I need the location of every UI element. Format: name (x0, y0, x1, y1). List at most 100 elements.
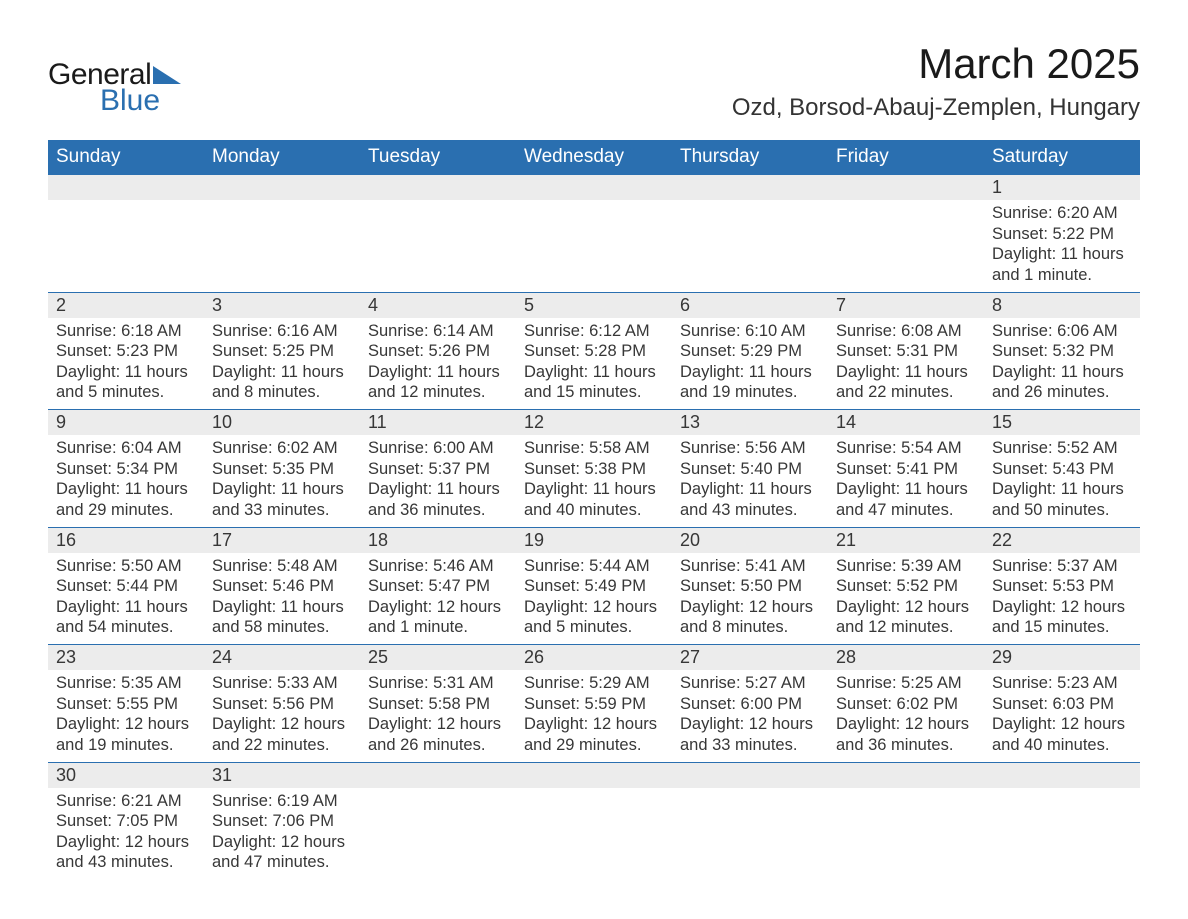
empty-daynum-cell (360, 175, 516, 201)
sunrise-text: Sunrise: 6:12 AM (524, 321, 664, 342)
day-number-cell: 24 (204, 645, 360, 671)
day-detail-cell: Sunrise: 6:14 AMSunset: 5:26 PMDaylight:… (360, 318, 516, 410)
empty-detail-cell (48, 200, 204, 292)
sunset-text: Sunset: 5:47 PM (368, 576, 508, 597)
sunrise-text: Sunrise: 6:14 AM (368, 321, 508, 342)
day-number-cell: 31 (204, 762, 360, 788)
day-detail-cell: Sunrise: 5:56 AMSunset: 5:40 PMDaylight:… (672, 435, 828, 527)
day-number-cell: 10 (204, 410, 360, 436)
sunset-text: Sunset: 5:28 PM (524, 341, 664, 362)
dl1-text: Daylight: 12 hours (368, 714, 508, 735)
dl2-text: and 5 minutes. (524, 617, 664, 638)
empty-detail-cell (828, 788, 984, 880)
sunset-text: Sunset: 5:31 PM (836, 341, 976, 362)
day-number-cell: 8 (984, 292, 1140, 318)
dl2-text: and 12 minutes. (368, 382, 508, 403)
dl1-text: Daylight: 12 hours (680, 714, 820, 735)
weekday-header: Wednesday (516, 140, 672, 175)
detail-row: Sunrise: 6:20 AMSunset: 5:22 PMDaylight:… (48, 200, 1140, 292)
dl1-text: Daylight: 11 hours (680, 362, 820, 383)
dl1-text: Daylight: 11 hours (680, 479, 820, 500)
day-number-cell: 19 (516, 527, 672, 553)
sunrise-text: Sunrise: 5:25 AM (836, 673, 976, 694)
dl2-text: and 47 minutes. (836, 500, 976, 521)
sunrise-text: Sunrise: 5:41 AM (680, 556, 820, 577)
sunrise-text: Sunrise: 5:54 AM (836, 438, 976, 459)
dl1-text: Daylight: 11 hours (992, 244, 1132, 265)
sunset-text: Sunset: 5:56 PM (212, 694, 352, 715)
header: General Blue March 2025 Ozd, Borsod-Abau… (48, 40, 1140, 122)
dl2-text: and 22 minutes. (212, 735, 352, 756)
day-number-cell: 9 (48, 410, 204, 436)
dl1-text: Daylight: 11 hours (212, 597, 352, 618)
dl2-text: and 19 minutes. (56, 735, 196, 756)
sunrise-text: Sunrise: 5:35 AM (56, 673, 196, 694)
day-number-cell: 15 (984, 410, 1140, 436)
sunrise-text: Sunrise: 5:56 AM (680, 438, 820, 459)
day-detail-cell: Sunrise: 6:02 AMSunset: 5:35 PMDaylight:… (204, 435, 360, 527)
day-number-cell: 5 (516, 292, 672, 318)
logo: General Blue (48, 60, 181, 116)
day-detail-cell: Sunrise: 5:52 AMSunset: 5:43 PMDaylight:… (984, 435, 1140, 527)
dl2-text: and 5 minutes. (56, 382, 196, 403)
sunrise-text: Sunrise: 6:02 AM (212, 438, 352, 459)
empty-detail-cell (360, 788, 516, 880)
day-number-cell: 30 (48, 762, 204, 788)
daynum-row: 3031 (48, 762, 1140, 788)
day-detail-cell: Sunrise: 5:31 AMSunset: 5:58 PMDaylight:… (360, 670, 516, 762)
sunset-text: Sunset: 5:35 PM (212, 459, 352, 480)
dl2-text: and 58 minutes. (212, 617, 352, 638)
empty-detail-cell (516, 788, 672, 880)
sunrise-text: Sunrise: 5:29 AM (524, 673, 664, 694)
day-detail-cell: Sunrise: 6:16 AMSunset: 5:25 PMDaylight:… (204, 318, 360, 410)
dl1-text: Daylight: 11 hours (836, 479, 976, 500)
dl1-text: Daylight: 11 hours (992, 362, 1132, 383)
daynum-row: 2345678 (48, 292, 1140, 318)
sunrise-text: Sunrise: 5:27 AM (680, 673, 820, 694)
dl2-text: and 26 minutes. (368, 735, 508, 756)
sunrise-text: Sunrise: 6:06 AM (992, 321, 1132, 342)
sunset-text: Sunset: 7:06 PM (212, 811, 352, 832)
empty-detail-cell (672, 200, 828, 292)
weekday-header-row: Sunday Monday Tuesday Wednesday Thursday… (48, 140, 1140, 175)
empty-daynum-cell (984, 762, 1140, 788)
day-number-cell: 17 (204, 527, 360, 553)
day-number-cell: 27 (672, 645, 828, 671)
dl1-text: Daylight: 12 hours (836, 597, 976, 618)
dl2-text: and 1 minute. (368, 617, 508, 638)
empty-daynum-cell (48, 175, 204, 201)
empty-daynum-cell (672, 175, 828, 201)
day-number-cell: 22 (984, 527, 1140, 553)
day-number-cell: 7 (828, 292, 984, 318)
sunrise-text: Sunrise: 6:16 AM (212, 321, 352, 342)
day-detail-cell: Sunrise: 5:23 AMSunset: 6:03 PMDaylight:… (984, 670, 1140, 762)
day-number-cell: 16 (48, 527, 204, 553)
empty-daynum-cell (360, 762, 516, 788)
sunset-text: Sunset: 5:53 PM (992, 576, 1132, 597)
weekday-header: Thursday (672, 140, 828, 175)
day-detail-cell: Sunrise: 5:41 AMSunset: 5:50 PMDaylight:… (672, 553, 828, 645)
dl2-text: and 43 minutes. (56, 852, 196, 873)
weekday-header: Saturday (984, 140, 1140, 175)
dl1-text: Daylight: 11 hours (524, 479, 664, 500)
empty-detail-cell (360, 200, 516, 292)
sunset-text: Sunset: 5:46 PM (212, 576, 352, 597)
dl1-text: Daylight: 12 hours (212, 714, 352, 735)
dl2-text: and 40 minutes. (524, 500, 664, 521)
dl1-text: Daylight: 12 hours (368, 597, 508, 618)
dl2-text: and 33 minutes. (212, 500, 352, 521)
dl1-text: Daylight: 11 hours (836, 362, 976, 383)
dl2-text: and 40 minutes. (992, 735, 1132, 756)
dl2-text: and 22 minutes. (836, 382, 976, 403)
dl1-text: Daylight: 11 hours (524, 362, 664, 383)
sunrise-text: Sunrise: 6:10 AM (680, 321, 820, 342)
title-block: March 2025 Ozd, Borsod-Abauj-Zemplen, Hu… (732, 40, 1140, 122)
dl1-text: Daylight: 11 hours (56, 597, 196, 618)
dl1-text: Daylight: 11 hours (212, 479, 352, 500)
sunset-text: Sunset: 6:02 PM (836, 694, 976, 715)
empty-daynum-cell (672, 762, 828, 788)
day-number-cell: 18 (360, 527, 516, 553)
sunset-text: Sunset: 5:29 PM (680, 341, 820, 362)
sunset-text: Sunset: 5:58 PM (368, 694, 508, 715)
day-detail-cell: Sunrise: 5:48 AMSunset: 5:46 PMDaylight:… (204, 553, 360, 645)
